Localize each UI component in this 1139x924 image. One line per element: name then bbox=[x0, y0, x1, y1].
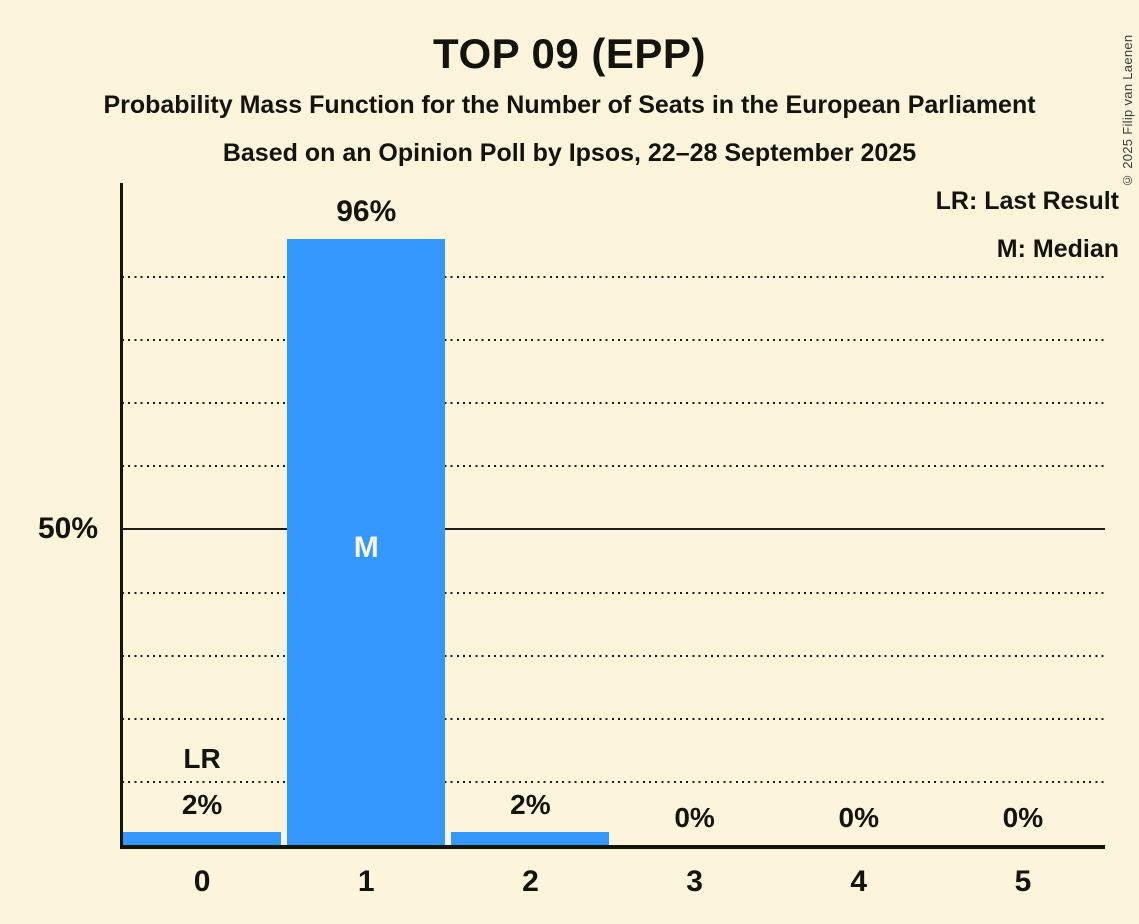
gridline-70pct bbox=[122, 402, 1105, 405]
bar-value-label-1: 96% bbox=[336, 195, 397, 228]
gridline-90pct bbox=[122, 275, 1105, 278]
x-tick-label-5: 5 bbox=[1014, 865, 1032, 898]
x-tick-label-3: 3 bbox=[686, 865, 703, 898]
median-marker: M bbox=[353, 531, 379, 564]
gridline-60pct bbox=[122, 465, 1105, 468]
x-axis-line bbox=[120, 845, 1105, 849]
bar-value-label-4: 0% bbox=[838, 802, 879, 833]
gridline-40pct bbox=[122, 591, 1105, 594]
x-tick-label-4: 4 bbox=[850, 865, 868, 898]
x-tick-label-2: 2 bbox=[522, 865, 539, 898]
last-result-marker: LR bbox=[183, 743, 221, 774]
plot-area: 2% 96% 2% 0% 0% 0% LR M bbox=[120, 183, 1105, 849]
x-tick-label-0: 0 bbox=[193, 865, 211, 898]
bar-seats-0 bbox=[123, 832, 282, 845]
bar-seats-2 bbox=[451, 832, 610, 845]
bar-value-label-5: 0% bbox=[1002, 802, 1044, 833]
legend-median: M: Median bbox=[996, 235, 1119, 263]
bar-value-label-0: 2% bbox=[181, 789, 223, 820]
x-tick-label-1: 1 bbox=[357, 865, 375, 898]
chart-title: TOP 09 (EPP) bbox=[433, 30, 706, 77]
gridline-20pct bbox=[122, 717, 1105, 720]
gridline-50pct-solid bbox=[122, 528, 1105, 531]
gridline-80pct bbox=[122, 339, 1105, 341]
y-axis-50pct-label: 50% bbox=[37, 512, 98, 545]
gridline-10pct bbox=[122, 780, 1105, 783]
bar-value-label-3: 0% bbox=[674, 802, 715, 833]
chart-subtitle: Probability Mass Function for the Number… bbox=[103, 91, 1036, 119]
gridline-30pct bbox=[122, 654, 1105, 657]
copyright-notice: © 2025 Filip van Laenen bbox=[1120, 34, 1135, 188]
chart-subtitle-poll: Based on an Opinion Poll by Ipsos, 22–28… bbox=[222, 139, 917, 167]
bar-seats-1 bbox=[287, 239, 446, 845]
y-axis-line bbox=[120, 183, 123, 845]
bar-value-label-2: 2% bbox=[510, 789, 551, 820]
legend-last-result: LR: Last Result bbox=[935, 187, 1119, 215]
